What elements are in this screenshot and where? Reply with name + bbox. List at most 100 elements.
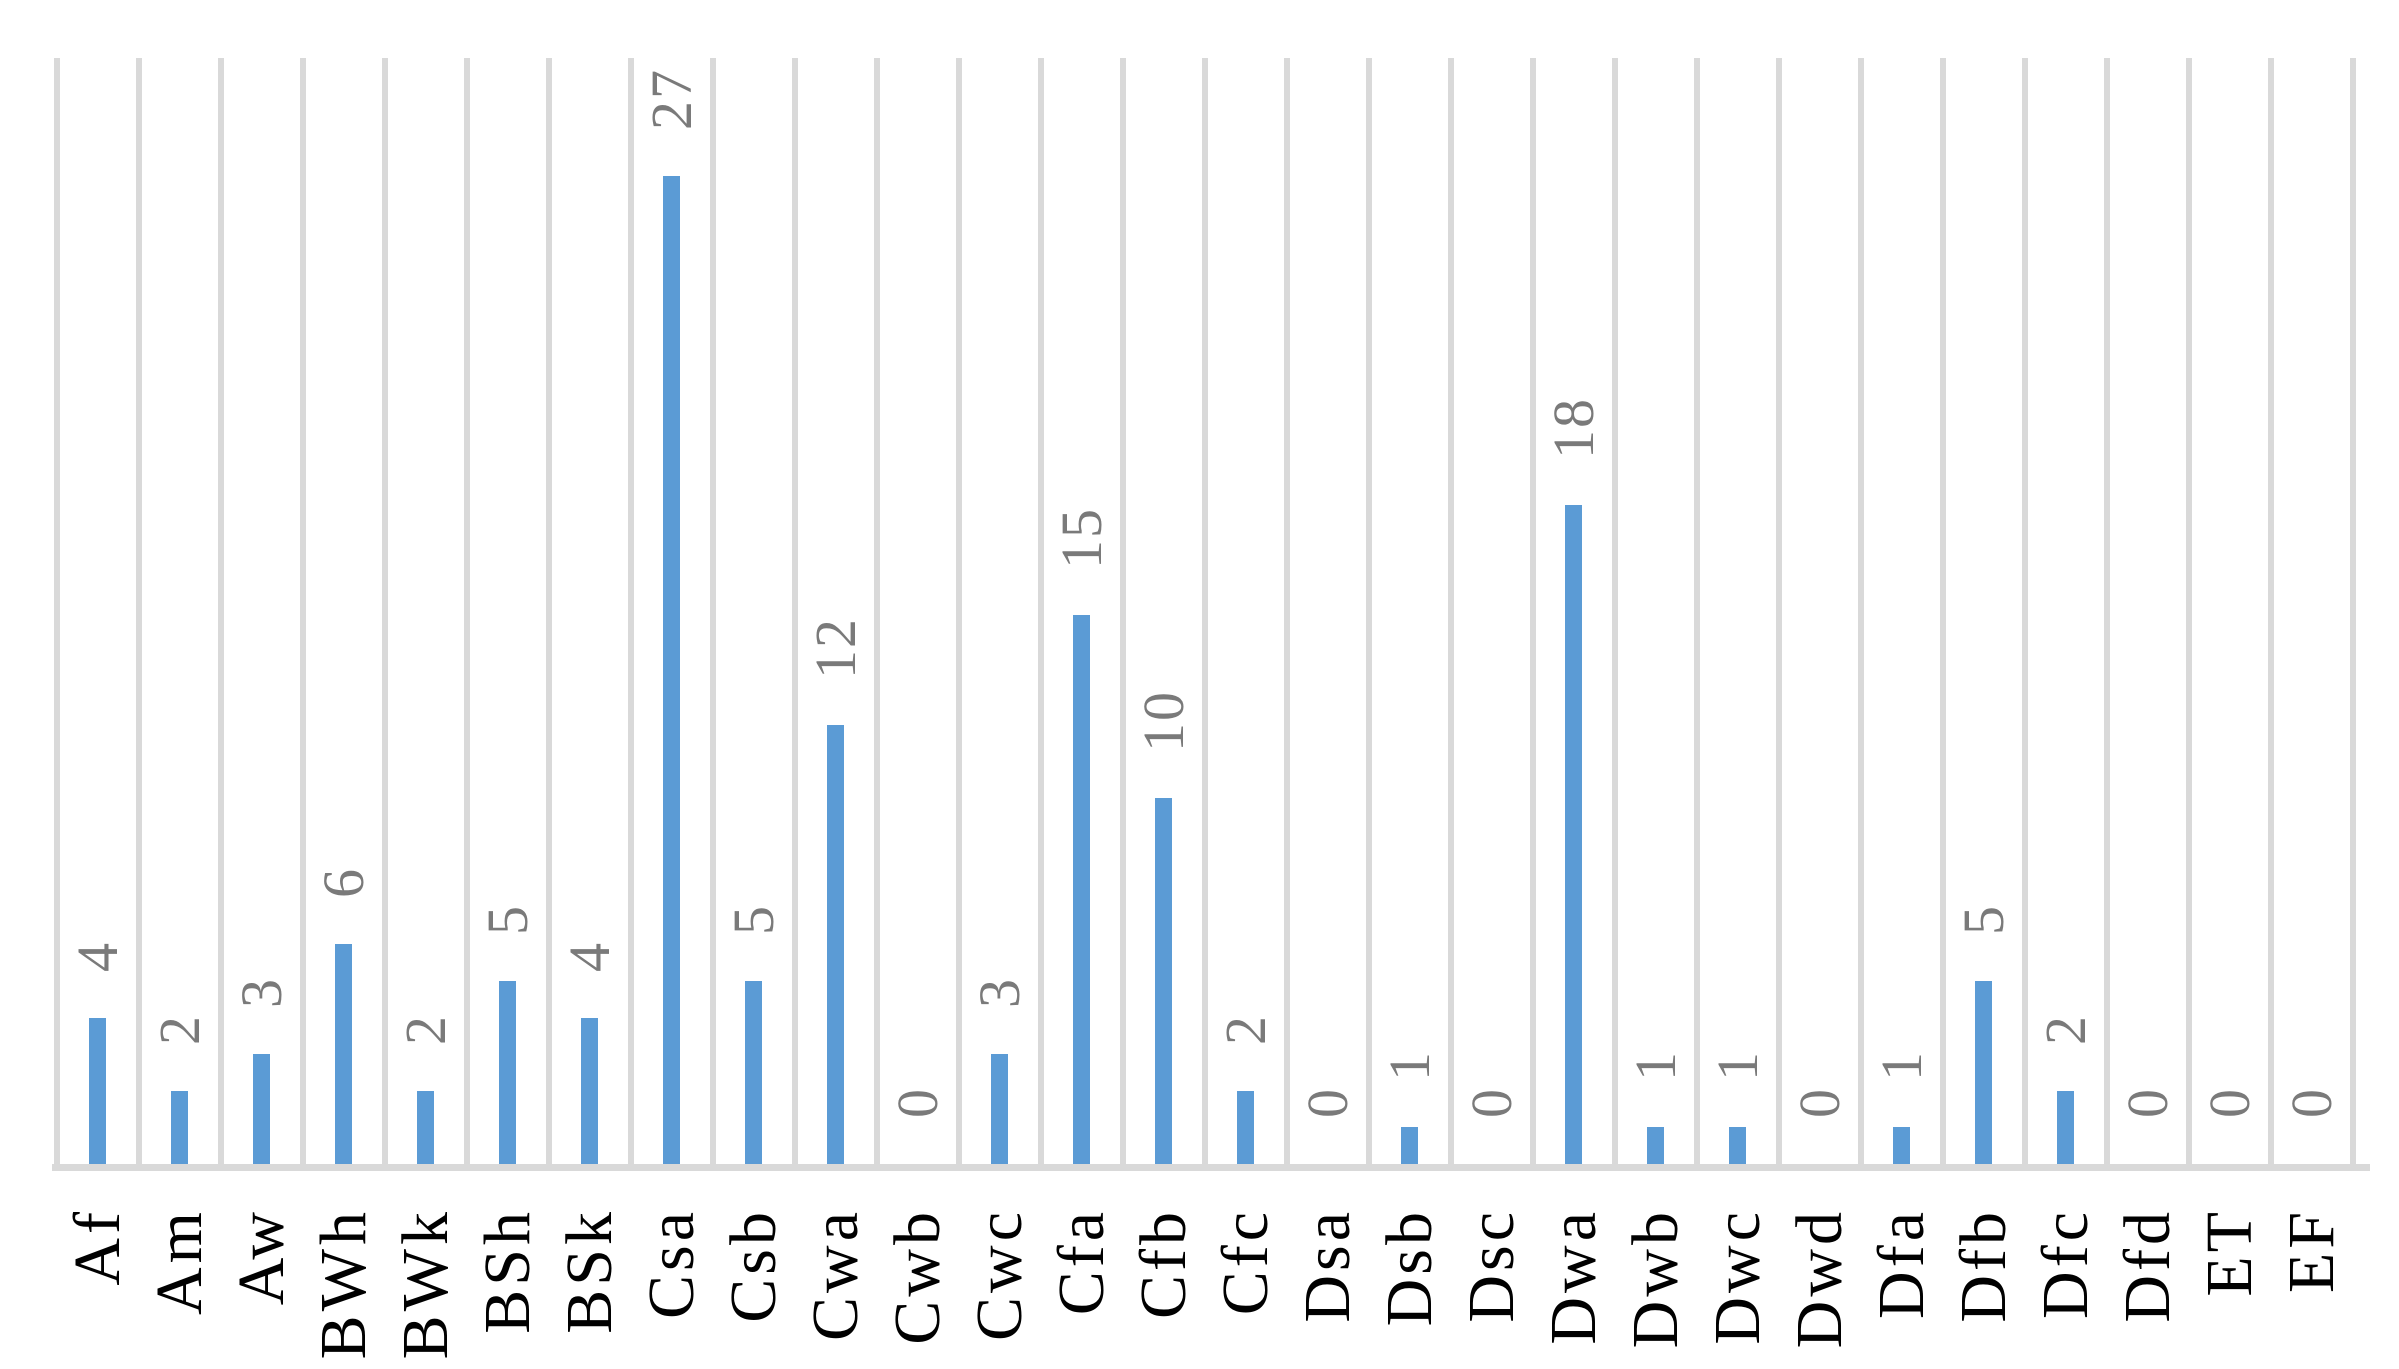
bar	[2057, 1091, 2074, 1164]
gridline	[1202, 58, 1208, 1164]
x-axis-line	[52, 1164, 2370, 1171]
gridline	[464, 58, 470, 1164]
gridline	[2186, 58, 2192, 1164]
bar-value-label: 3	[228, 977, 294, 1008]
bar-value-label: 2	[392, 1014, 458, 1045]
category-label: Dfa	[1865, 1208, 1939, 1319]
bar	[335, 944, 352, 1164]
gridline	[382, 58, 388, 1164]
gridline	[1940, 58, 1946, 1164]
bar	[253, 1054, 270, 1164]
category-label: Am	[143, 1208, 217, 1315]
category-label: Cwb	[881, 1208, 955, 1345]
gridline	[1776, 58, 1782, 1164]
bar-value-label: 0	[1458, 1087, 1524, 1118]
gridline	[628, 58, 634, 1164]
bar-value-label: 6	[310, 867, 376, 898]
category-label: Aw	[225, 1208, 299, 1306]
bar-value-label: 12	[802, 617, 868, 679]
category-label: Dwd	[1783, 1208, 1857, 1349]
bar-value-label: 0	[2196, 1087, 2262, 1118]
category-label: Dsc	[1455, 1208, 1529, 1323]
gridline	[546, 58, 552, 1164]
bar	[171, 1091, 188, 1164]
bar	[1729, 1127, 1746, 1164]
bar-value-label: 0	[2278, 1087, 2344, 1118]
gridline	[1858, 58, 1864, 1164]
category-label: BSk	[553, 1208, 627, 1334]
bar-value-label: 3	[966, 977, 1032, 1008]
bar-value-label: 1	[1622, 1050, 1688, 1081]
gridline	[136, 58, 142, 1164]
bar-value-label: 10	[1130, 690, 1196, 752]
gridline	[218, 58, 224, 1164]
bar	[1975, 981, 1992, 1164]
bar-value-label: 27	[638, 68, 704, 130]
gridline	[1448, 58, 1454, 1164]
category-label: Cwa	[799, 1208, 873, 1341]
gridline	[1612, 58, 1618, 1164]
category-label: Af	[61, 1208, 135, 1286]
bar	[89, 1018, 106, 1164]
category-label: Cfb	[1127, 1208, 1201, 1319]
category-label: BSh	[471, 1208, 545, 1334]
bar-value-label: 5	[474, 904, 540, 935]
bar-value-label: 0	[1294, 1087, 1360, 1118]
bar-value-label: 5	[720, 904, 786, 935]
category-label: Csa	[635, 1208, 709, 1319]
bar-value-label: 1	[1704, 1050, 1770, 1081]
gridline	[2350, 58, 2356, 1164]
bar-value-label: 1	[1376, 1050, 1442, 1081]
gridline	[956, 58, 962, 1164]
gridline	[1284, 58, 1290, 1164]
bar	[1647, 1127, 1664, 1164]
category-label: Cfa	[1045, 1208, 1119, 1316]
bar-value-label: 15	[1048, 507, 1114, 569]
bar	[1893, 1127, 1910, 1164]
gridline	[1530, 58, 1536, 1164]
category-label: EF	[2275, 1208, 2349, 1294]
bar	[991, 1054, 1008, 1164]
gridline	[710, 58, 716, 1164]
category-label: Dwa	[1537, 1208, 1611, 1345]
category-label: Dsb	[1373, 1208, 1447, 1327]
bar-value-label: 4	[64, 941, 130, 972]
category-label: Cfc	[1209, 1208, 1283, 1316]
bar-value-label: 0	[2114, 1087, 2180, 1118]
category-label: Dfb	[1947, 1208, 2021, 1323]
bar	[1073, 615, 1090, 1164]
category-label: BWk	[389, 1208, 463, 1360]
category-label: Dfd	[2111, 1208, 2185, 1323]
gridline	[2104, 58, 2110, 1164]
gridline	[54, 58, 60, 1164]
gridline	[2022, 58, 2028, 1164]
category-label: ET	[2193, 1208, 2267, 1297]
bar-value-label: 4	[556, 941, 622, 972]
bar	[1155, 798, 1172, 1164]
gridline	[1038, 58, 1044, 1164]
bar-value-label: 0	[1786, 1087, 1852, 1118]
category-label: Csb	[717, 1208, 791, 1323]
category-label: Dfc	[2029, 1208, 2103, 1319]
category-label: Dwc	[1701, 1208, 1775, 1345]
bar	[663, 176, 680, 1164]
gridline	[792, 58, 798, 1164]
bar	[827, 725, 844, 1164]
gridline	[874, 58, 880, 1164]
bar-value-label: 18	[1540, 397, 1606, 459]
bar	[1401, 1127, 1418, 1164]
bar-value-label: 2	[1212, 1014, 1278, 1045]
bar	[1565, 505, 1582, 1164]
category-label: BWh	[307, 1208, 381, 1360]
bar-value-label: 0	[884, 1087, 950, 1118]
bar	[417, 1091, 434, 1164]
bar	[499, 981, 516, 1164]
bar	[745, 981, 762, 1164]
bar-value-label: 2	[2032, 1014, 2098, 1045]
bar	[581, 1018, 598, 1164]
gridline	[1120, 58, 1126, 1164]
bar-value-label: 1	[1868, 1050, 1934, 1081]
bar-value-label: 2	[146, 1014, 212, 1045]
gridline	[1694, 58, 1700, 1164]
